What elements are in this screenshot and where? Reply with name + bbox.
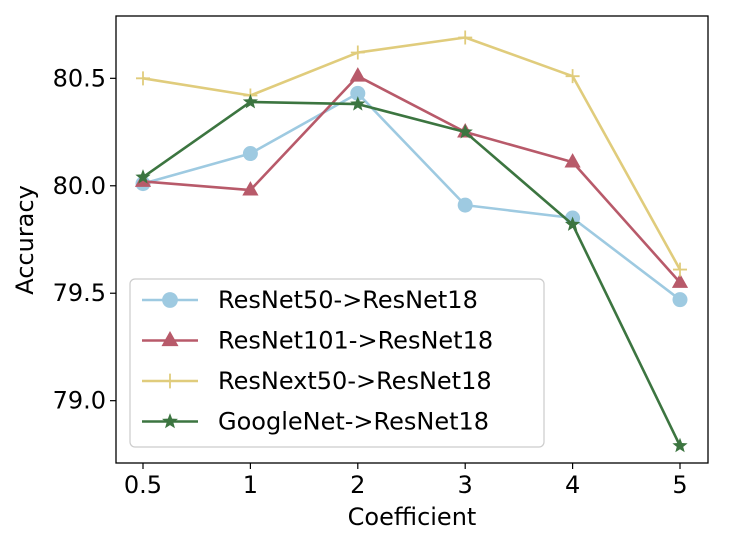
data-point bbox=[673, 262, 687, 277]
series-line bbox=[142, 100, 682, 447]
series-2 bbox=[134, 67, 689, 288]
legend-entry: ResNet101->ResNet18 bbox=[142, 327, 493, 355]
data-point bbox=[242, 93, 259, 109]
legend-marker bbox=[162, 292, 178, 308]
data-point bbox=[564, 153, 581, 168]
legend-entry: GoogleNet->ResNet18 bbox=[142, 408, 489, 436]
x-tick-label: 2 bbox=[350, 471, 365, 499]
legend-label: ResNet101->ResNet18 bbox=[218, 327, 493, 355]
x-tick-label: 3 bbox=[458, 471, 473, 499]
legend-marker bbox=[162, 413, 178, 429]
data-point bbox=[457, 124, 473, 139]
data-point bbox=[565, 69, 580, 84]
legend-label: ResNet50->ResNet18 bbox=[218, 286, 478, 314]
data-point bbox=[672, 292, 688, 308]
series-3 bbox=[136, 30, 687, 277]
series-line bbox=[142, 74, 681, 284]
plot-marks bbox=[134, 30, 689, 453]
x-tick-label: 5 bbox=[672, 471, 687, 499]
y-tick-label: 80.5 bbox=[53, 64, 106, 92]
legend-label: ResNext50->ResNet18 bbox=[218, 367, 492, 395]
data-point bbox=[242, 146, 258, 162]
y-axis-title: Accuracy bbox=[11, 185, 39, 295]
legend-marker bbox=[162, 373, 178, 389]
data-point bbox=[350, 96, 366, 111]
x-axis: 0.5 1 2 3 4 5 bbox=[124, 463, 688, 499]
y-axis: 79.0 79.5 80.0 80.5 bbox=[53, 64, 116, 415]
data-point bbox=[136, 71, 150, 86]
legend-entry: ResNext50->ResNet18 bbox=[142, 367, 492, 395]
data-point bbox=[350, 85, 366, 101]
y-tick-label: 79.5 bbox=[53, 279, 106, 307]
x-tick-label: 4 bbox=[565, 471, 580, 499]
data-point bbox=[457, 197, 473, 213]
data-point bbox=[350, 45, 365, 60]
legend-box bbox=[129, 278, 545, 448]
legend: ResNet50->ResNet18 ResNet101->ResNet18 Res… bbox=[129, 278, 545, 448]
data-point bbox=[564, 216, 581, 231]
legend-label: GoogleNet->ResNet18 bbox=[218, 408, 489, 436]
y-tick-label: 80.0 bbox=[53, 172, 106, 200]
data-point bbox=[671, 273, 689, 288]
data-point bbox=[672, 437, 688, 453]
x-tick-label: 1 bbox=[243, 471, 258, 499]
legend-marker bbox=[161, 331, 179, 347]
data-point bbox=[458, 30, 473, 45]
data-point bbox=[135, 169, 151, 184]
series-line bbox=[142, 92, 681, 301]
x-axis-title: Coefficient bbox=[348, 503, 477, 531]
series-line bbox=[142, 36, 682, 271]
y-tick-label: 79.0 bbox=[53, 387, 106, 415]
legend-entry: ResNet50->ResNet18 bbox=[142, 286, 478, 314]
data-point bbox=[349, 67, 366, 82]
series-1 bbox=[135, 85, 688, 308]
series-4 bbox=[135, 93, 688, 453]
data-point bbox=[242, 181, 259, 196]
x-tick-label: 0.5 bbox=[124, 471, 162, 499]
plot-frame bbox=[115, 15, 709, 464]
